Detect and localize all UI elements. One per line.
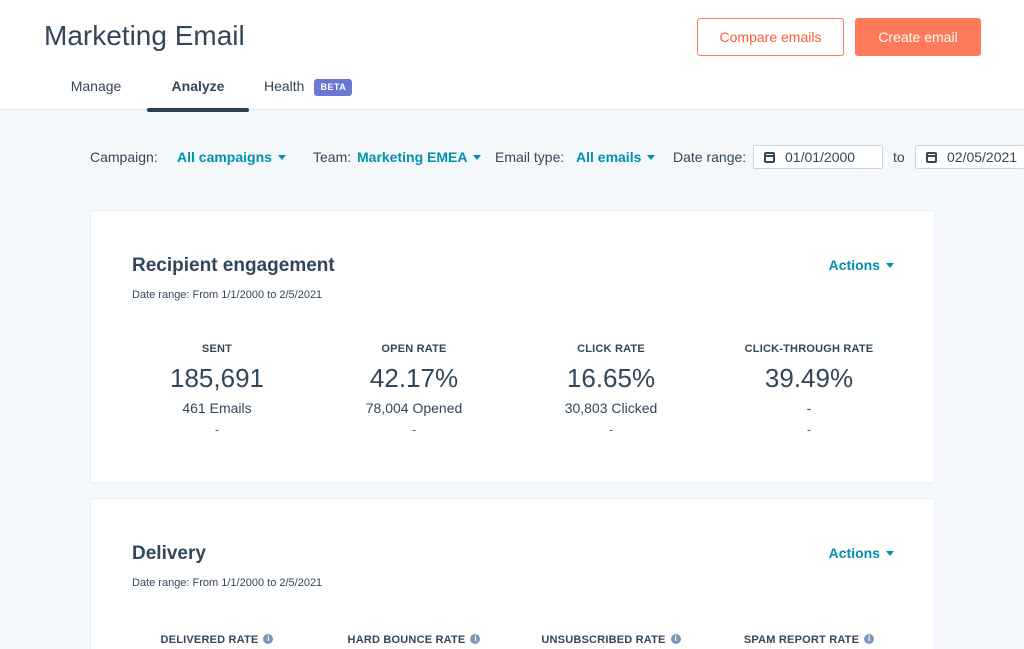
metric-sub: 461 Emails bbox=[182, 400, 252, 416]
metric-open-rate: OPEN RATE 42.17% 78,004 Opened - bbox=[314, 343, 514, 437]
metric-label: UNSUBSCRIBED RATE bbox=[541, 634, 666, 646]
metric-label: OPEN RATE bbox=[381, 343, 447, 355]
caret-down-icon bbox=[886, 550, 894, 556]
metric-label: SPAM REPORT RATE bbox=[743, 634, 860, 646]
card-date-range: Date range: From 1/1/2000 to 2/5/2021 bbox=[132, 289, 323, 301]
metric-label: CLICK-THROUGH RATE bbox=[744, 343, 874, 355]
info-icon[interactable]: i bbox=[670, 633, 681, 644]
metric-label: SENT bbox=[201, 343, 233, 355]
metric-dash: - bbox=[214, 422, 220, 437]
date-range-label: Date range: bbox=[673, 149, 747, 165]
metric-value: 42.17% bbox=[369, 363, 459, 393]
date-to-input[interactable]: 02/05/2021 bbox=[915, 145, 1024, 169]
actions-dropdown[interactable]: Actions bbox=[829, 257, 894, 273]
metric-sub: - bbox=[806, 400, 812, 416]
email-type-dropdown[interactable]: All emails bbox=[576, 149, 656, 165]
metric-label: DELIVERED RATE bbox=[160, 634, 259, 646]
tab-analyze[interactable]: Analyze bbox=[147, 74, 249, 112]
metric-spam-report-rate: SPAM REPORT RATE i bbox=[709, 630, 909, 648]
team-label: Team: bbox=[313, 149, 352, 165]
delivery-card: Delivery Date range: From 1/1/2000 to 2/… bbox=[90, 498, 935, 649]
campaign-label: Campaign: bbox=[90, 149, 158, 165]
page-title: Marketing Email bbox=[44, 20, 245, 51]
team-dropdown-value: Marketing EMEA bbox=[357, 149, 468, 165]
tab-health-label: Health bbox=[264, 78, 305, 94]
tab-manage-label: Manage bbox=[70, 78, 122, 94]
date-to-value: 02/05/2021 bbox=[947, 149, 1018, 165]
campaign-dropdown-value: All campaigns bbox=[177, 149, 272, 165]
date-from-input[interactable]: 01/01/2000 bbox=[753, 145, 883, 169]
metric-sub: 30,803 Clicked bbox=[564, 400, 658, 416]
card-date-range: Date range: From 1/1/2000 to 2/5/2021 bbox=[132, 577, 323, 589]
metric-label: CLICK RATE bbox=[577, 343, 645, 355]
metric-value: 39.49% bbox=[764, 363, 854, 393]
filter-bar: Campaign: All campaigns Team: Marketing … bbox=[0, 138, 1024, 176]
tab-manage[interactable]: Manage bbox=[44, 74, 148, 110]
metric-click-rate: CLICK RATE 16.65% 30,803 Clicked - bbox=[511, 343, 711, 437]
campaign-dropdown[interactable]: All campaigns bbox=[177, 149, 286, 165]
metric-sub: 78,004 Opened bbox=[365, 400, 463, 416]
recipient-engagement-card: Recipient engagement Date range: From 1/… bbox=[90, 210, 935, 483]
calendar-icon bbox=[926, 151, 937, 163]
actions-label: Actions bbox=[828, 545, 880, 561]
metric-unsubscribed-rate: UNSUBSCRIBED RATE i bbox=[511, 630, 711, 648]
info-icon[interactable]: i bbox=[263, 633, 274, 644]
date-from-value: 01/01/2000 bbox=[785, 149, 856, 165]
page-header: Marketing Email Compare emails Create em… bbox=[0, 0, 1024, 112]
caret-down-icon bbox=[647, 154, 656, 160]
metric-sent: SENT 185,691 461 Emails - bbox=[117, 343, 317, 437]
metric-click-through-rate: CLICK-THROUGH RATE 39.49% - - bbox=[709, 343, 909, 437]
caret-down-icon bbox=[473, 154, 482, 160]
create-email-button[interactable]: Create email bbox=[855, 18, 981, 56]
info-icon[interactable]: i bbox=[470, 633, 481, 644]
metric-dash: - bbox=[806, 422, 812, 437]
info-icon[interactable]: i bbox=[864, 633, 875, 644]
team-dropdown[interactable]: Marketing EMEA bbox=[357, 149, 482, 165]
compare-emails-button[interactable]: Compare emails bbox=[697, 18, 844, 56]
metric-label: HARD BOUNCE RATE bbox=[347, 634, 466, 646]
tab-health[interactable]: Health BETA bbox=[264, 74, 364, 110]
metric-value: 16.65% bbox=[566, 363, 656, 393]
beta-badge: BETA bbox=[314, 79, 353, 96]
actions-dropdown[interactable]: Actions bbox=[829, 545, 894, 561]
actions-label: Actions bbox=[828, 257, 880, 273]
metric-dash: - bbox=[608, 422, 614, 437]
caret-down-icon bbox=[277, 154, 286, 160]
metric-delivered-rate: DELIVERED RATE i bbox=[117, 630, 317, 648]
caret-down-icon bbox=[886, 262, 894, 268]
email-type-dropdown-value: All emails bbox=[576, 149, 642, 165]
date-to-label: to bbox=[893, 149, 905, 165]
metric-dash: - bbox=[411, 422, 417, 437]
tab-analyze-label: Analyze bbox=[171, 78, 225, 94]
metric-hard-bounce-rate: HARD BOUNCE RATE i bbox=[314, 630, 514, 648]
card-title: Recipient engagement bbox=[132, 255, 335, 276]
metric-value: 185,691 bbox=[170, 363, 264, 393]
card-title: Delivery bbox=[132, 543, 206, 564]
calendar-icon bbox=[764, 151, 775, 163]
email-type-label: Email type: bbox=[495, 149, 565, 165]
